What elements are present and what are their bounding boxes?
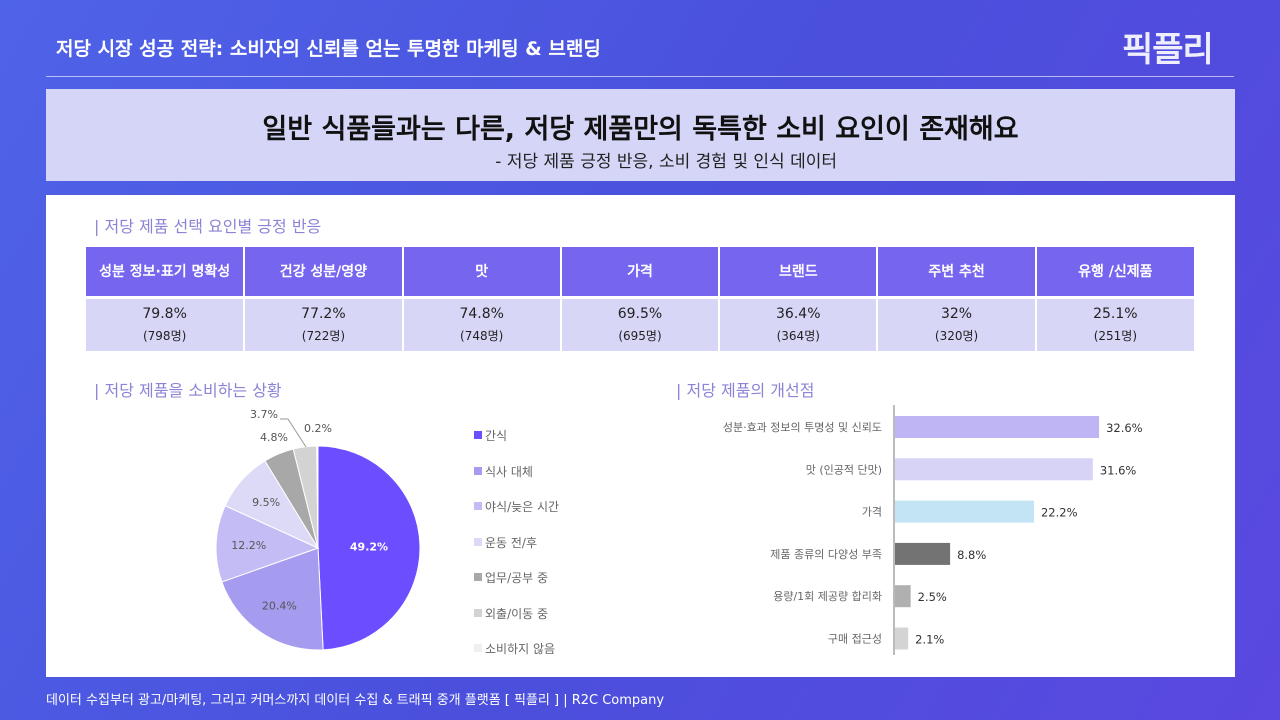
count-value: (251명) <box>1093 328 1137 343</box>
column-header: 유행 /신제품 <box>1035 247 1194 299</box>
bar-category-label: 맛 (인공적 단맛) <box>806 463 882 476</box>
table-cell: 79.8% (798명) <box>86 297 246 351</box>
bar-value-label: 22.2% <box>1041 506 1078 520</box>
column-header: 성분 정보·표기 명확성 <box>86 247 246 299</box>
pie-slice <box>317 445 421 651</box>
percent-value: 77.2% <box>301 305 346 322</box>
pie-value-label: 20.4% <box>262 600 297 613</box>
count-value: (320명) <box>934 328 979 343</box>
column-header: 건강 성분/영양 <box>244 247 404 299</box>
bar-section-title: | 저당 제품의 개선점 <box>676 381 815 400</box>
bar-category-label: 성분·효과 정보의 투명성 및 신뢰도 <box>723 421 882 434</box>
legend-item: 운동 전/후 <box>474 534 559 570</box>
legend-swatch <box>474 502 482 510</box>
bar <box>895 585 911 608</box>
pie-section-title: | 저당 제품을 소비하는 상황 <box>94 381 282 400</box>
pie-value-label: 12.2% <box>231 539 266 552</box>
leader-line <box>280 418 307 448</box>
headline-subtitle: - 저당 제품 긍정 반응, 소비 경험 및 인식 데이터 <box>495 152 837 172</box>
percent-value: 69.5% <box>617 305 663 322</box>
bar-category-label: 용량/1회 제공량 합리화 <box>773 590 882 603</box>
percent-value: 32% <box>940 305 973 322</box>
percent-value: 74.8% <box>459 305 504 322</box>
headline-banner: 일반 식품들과는 다른, 저당 제품만의 독특한 소비 요인이 존재해요 - 저… <box>46 89 1235 181</box>
headline: 일반 식품들과는 다른, 저당 제품만의 독특한 소비 요인이 존재해요 <box>262 114 1019 145</box>
percent-value: 25.1% <box>1093 305 1138 322</box>
pie-value-label: 49.2% <box>350 541 388 554</box>
bar-value-label: 31.6% <box>1100 463 1137 477</box>
legend-item: 외출/이동 중 <box>474 605 559 641</box>
footer-text: 데이터 수집부터 광고/마케팅, 그리고 커머스까지 데이터 수집 & 트래픽 … <box>46 693 665 708</box>
legend-swatch <box>474 466 482 475</box>
pie-value-label: 9.5% <box>252 496 280 509</box>
legend-label: 소비하지 않음 <box>485 642 556 656</box>
count-value: (364명) <box>776 328 820 343</box>
table-cell: 69.5% (695명) <box>560 297 721 351</box>
pie-slice <box>316 445 319 549</box>
table-cell: 74.8% (748명) <box>402 297 562 351</box>
table-cell: 36.4% (364명) <box>719 297 879 351</box>
legend-label: 외출/이동 중 <box>485 606 549 621</box>
bar-value-label: 2.5% <box>918 590 947 604</box>
legend-item: 야식/늦은 시간 <box>474 498 559 534</box>
legend-label: 업무/공부 중 <box>485 571 549 585</box>
legend-item: 업무/공부 중 <box>474 569 559 605</box>
table-cell: 25.1% (251명) <box>1035 297 1194 351</box>
bar <box>895 627 909 650</box>
count-value: (748명) <box>460 328 504 343</box>
legend-swatch <box>474 537 482 546</box>
pie-value-label: 3.7% <box>250 408 278 421</box>
table-section-title: | 저당 제품 선택 요인별 긍정 반응 <box>94 217 322 236</box>
bar-category-label: 제품 종류의 다양성 부족 <box>770 548 882 561</box>
bar-category-label: 구매 접근성 <box>828 633 882 646</box>
bar-value-label: 2.1% <box>915 633 944 647</box>
count-value: (798명) <box>142 328 187 343</box>
table-cell: 32% (320명) <box>877 297 1037 351</box>
page-header-title: 저당 시장 성공 전략: 소비자의 신뢰를 얻는 투명한 마케팅 & 브랜딩 <box>56 38 601 60</box>
count-value: (722명) <box>301 328 346 343</box>
legend-swatch <box>474 431 482 439</box>
column-header: 맛 <box>402 247 562 299</box>
count-value: (695명) <box>618 328 662 343</box>
percent-value: 79.8% <box>142 305 187 322</box>
pie-value-label: 0.2% <box>304 422 332 435</box>
percent-value: 36.4% <box>776 305 821 322</box>
legend-label: 간식 <box>485 429 508 443</box>
bar <box>895 542 951 565</box>
factor-table: 성분 정보·표기 명확성 건강 성분/영양 맛 가격 브랜드 주변 추천 유행 /신제품 7… <box>86 247 1194 351</box>
legend-item: 소비하지 않음 <box>474 640 559 676</box>
bar <box>895 500 1034 523</box>
legend-label: 운동 전/후 <box>485 535 538 550</box>
bar <box>895 458 1093 481</box>
bar-category-label: 가격 <box>862 506 882 519</box>
legend-label: 야식/늦은 시간 <box>485 500 560 514</box>
bar-value-label: 8.8% <box>957 548 986 562</box>
legend-swatch <box>474 644 482 652</box>
pie-slice <box>215 505 320 583</box>
pie-value-label: 4.8% <box>260 431 288 444</box>
column-header: 브랜드 <box>719 247 879 299</box>
legend-swatch <box>474 573 482 581</box>
column-header: 주변 추천 <box>877 247 1037 299</box>
charts-svg: 49.2% 20.4% 12.2% 9.5% 4.8% 3.7% 0.2% 성분·효과 정보의… <box>215 405 1143 655</box>
legend-swatch <box>474 608 482 617</box>
column-header: 가격 <box>560 247 721 299</box>
table-cell: 77.2% (722명) <box>244 297 404 351</box>
bar <box>895 416 1100 438</box>
content-panel: | 저당 제품 선택 요인별 긍정 반응 성분 정보·표기 명확성 건강 성분/영… <box>46 195 1235 677</box>
bar-value-label: 32.6% <box>1106 421 1143 435</box>
legend-label: 식사 대체 <box>485 464 533 479</box>
divider <box>46 76 1234 77</box>
legend-item: 간식 <box>474 427 559 463</box>
brand-logo: 픽플리 <box>1122 30 1214 70</box>
legend-item: 식사 대체 <box>474 463 559 499</box>
